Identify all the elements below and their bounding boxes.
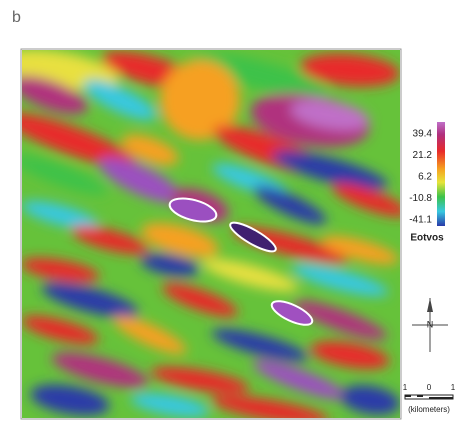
colorbar-tick-label: 39.4	[413, 129, 433, 140]
colorbar-tick-label: 21.2	[413, 150, 433, 161]
colorbar-tick-label: -41.1	[409, 215, 432, 226]
scale-bar-segment	[429, 397, 453, 399]
scale-bar-tick-label: 0	[427, 383, 432, 392]
colorbar	[437, 122, 445, 226]
north-arrow: N	[412, 298, 448, 352]
scale-bar-unit: (kilometers)	[408, 405, 450, 414]
colorbar-ticks: 39.4 21.2 6.2 -10.8 -41.1	[409, 129, 432, 226]
scale-bar-segment	[417, 395, 423, 397]
scale-bar-tick-label: 1	[403, 383, 408, 392]
scale-bar-ticks: 1 0 1	[403, 383, 456, 392]
north-arrow-head	[427, 298, 433, 312]
panel-label: b	[12, 9, 21, 26]
colorbar-tick-label: 6.2	[418, 172, 432, 183]
scale-bar: 1 0 1 (kilometers)	[403, 383, 456, 414]
scale-bar-segment	[405, 395, 411, 397]
gravity-map	[0, 42, 411, 426]
north-label: N	[427, 319, 434, 329]
figure: b 39.4 21.2 6.2 -10.8 -41.1 Eotvos N 1 0 1 (ki…	[0, 0, 466, 426]
colorbar-tick-label: -10.8	[409, 193, 432, 204]
colorbar-label: Eotvos	[410, 233, 444, 244]
scale-bar-tick-label: 1	[451, 383, 456, 392]
